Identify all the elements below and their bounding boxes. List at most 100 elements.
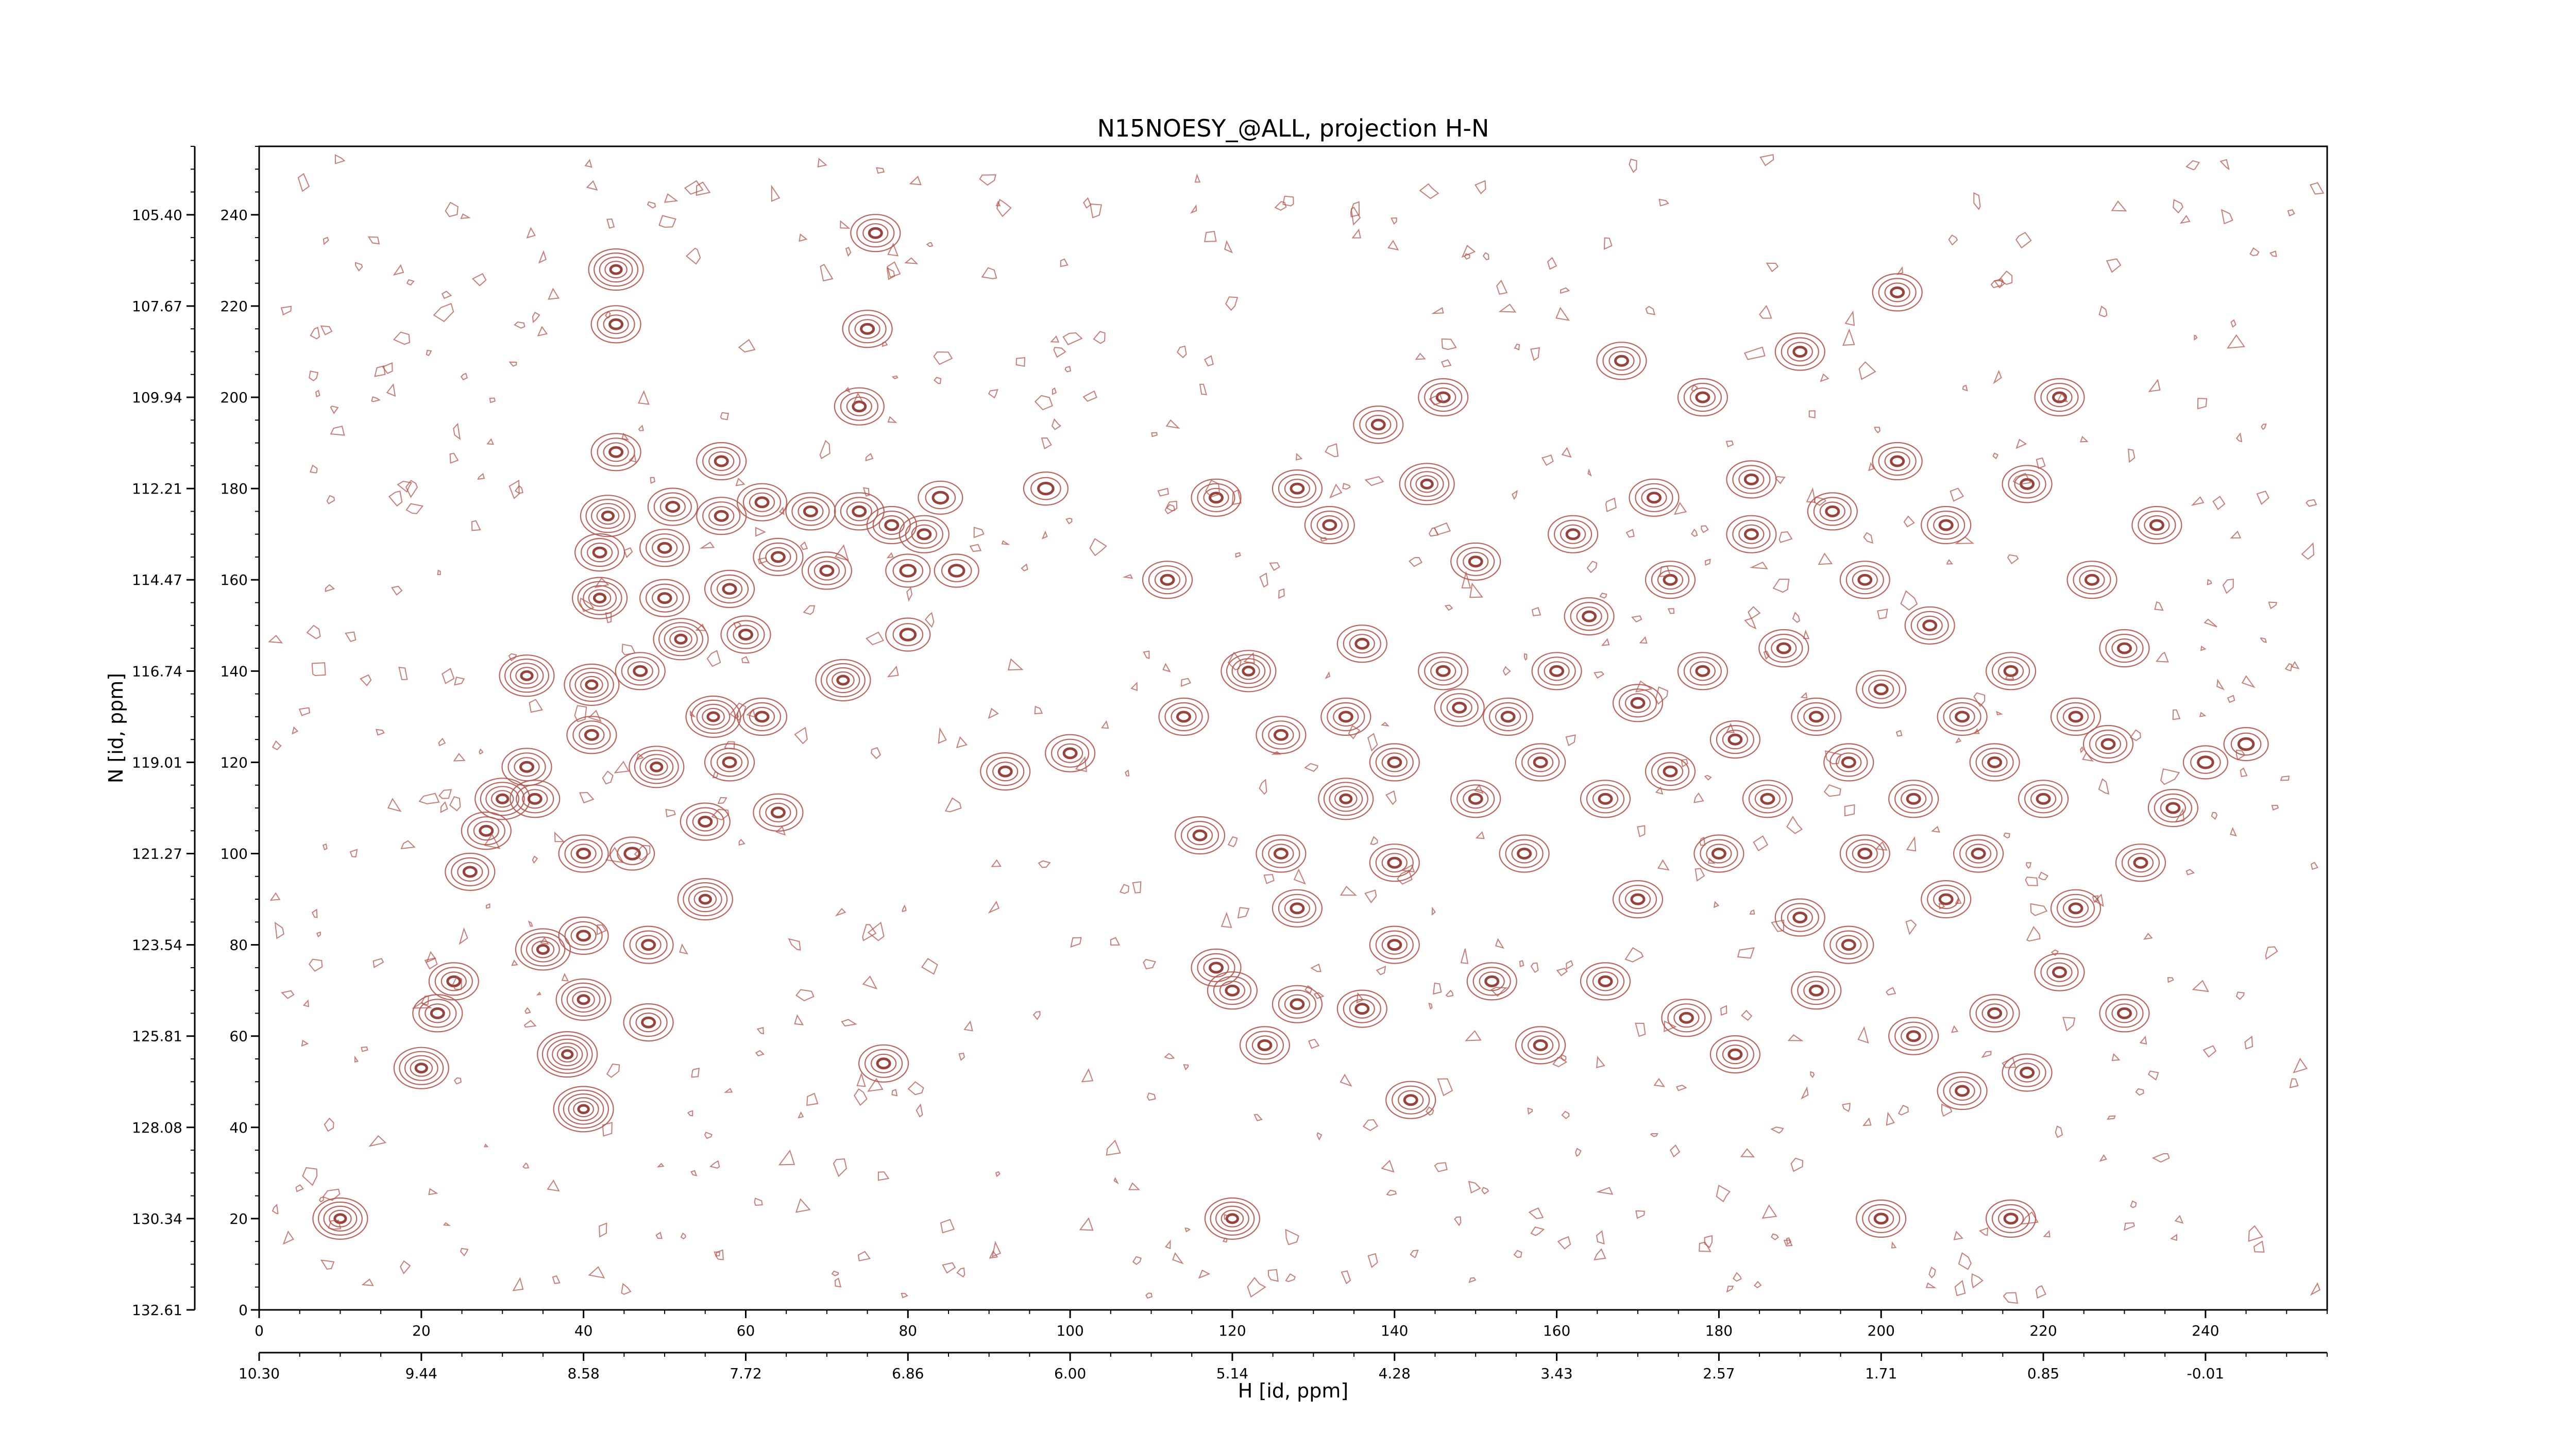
noise-contour: [511, 959, 518, 966]
noise-contour: [371, 396, 381, 402]
contour-level: [1612, 684, 1664, 722]
noise-contour: [2256, 491, 2269, 505]
noise-contour: [1720, 1005, 1727, 1016]
noise-contour: [1974, 728, 1980, 734]
y-ppm-tick-label: 130.34: [132, 1210, 182, 1227]
contour-level: [1787, 342, 1813, 362]
noise-contour: [1119, 884, 1129, 894]
noise-contour: [1790, 1157, 1804, 1172]
noise-contour: [794, 1014, 804, 1025]
noise-contour: [1194, 173, 1201, 183]
noise-contour: [388, 490, 403, 507]
contour-level: [1965, 844, 1992, 864]
contour-peak: [2115, 844, 2166, 882]
noise-contour: [281, 990, 295, 999]
contour-level: [496, 793, 510, 804]
noise-contour: [715, 1249, 724, 1260]
noise-contour: [2191, 496, 2205, 506]
noise-contour: [2310, 862, 2319, 870]
noise-contour: [876, 167, 885, 174]
contour-peak: [885, 553, 931, 588]
contour-level: [1873, 1212, 1889, 1225]
noise-contour: [1863, 532, 1873, 544]
noise-contour: [1469, 582, 1483, 598]
noise-contour: [586, 180, 598, 191]
noise-contour: [320, 1259, 335, 1270]
contour-level: [1888, 780, 1939, 818]
noise-contour: [1180, 678, 1192, 687]
noise-contour: [1325, 671, 1331, 679]
noise-contour: [459, 927, 468, 945]
noise-contour: [798, 1111, 804, 1119]
noise-contour: [2175, 808, 2184, 822]
noise-contour: [485, 903, 490, 909]
noise-contour: [397, 480, 412, 493]
contour-level: [992, 761, 1019, 782]
noise-contour: [295, 1184, 304, 1192]
contour-level: [1651, 756, 1690, 786]
noise-contour: [834, 544, 849, 561]
contour-level: [1565, 528, 1581, 541]
noise-contour: [1596, 1230, 1605, 1245]
noise-contour: [933, 351, 953, 365]
x-tick-label: 140: [1381, 1322, 1408, 1339]
noise-contour: [831, 1270, 839, 1276]
contour-level: [791, 497, 830, 526]
contour-level: [1272, 889, 1323, 928]
noise-contour: [1051, 418, 1061, 430]
contour-level: [1420, 478, 1434, 490]
contour-level: [2230, 732, 2262, 756]
contour-level: [1677, 378, 1728, 417]
contour-level: [2034, 378, 2085, 417]
contour-level: [1927, 884, 1965, 914]
contour-peak: [2066, 561, 2117, 599]
contour-peak: [537, 1031, 598, 1078]
noise-contour: [1629, 158, 1637, 173]
contour-level: [1450, 780, 1501, 818]
contour-peak: [2131, 506, 2182, 545]
contour-level: [1160, 574, 1175, 586]
contour-peak: [1418, 652, 1469, 690]
contour-level: [1257, 1039, 1273, 1051]
contour-level: [1872, 442, 1923, 481]
noise-contour: [310, 326, 320, 340]
contour-peak: [1969, 743, 2020, 782]
contour-level: [1528, 752, 1554, 772]
contour-level: [997, 765, 1013, 778]
contour-level: [846, 396, 872, 416]
noise-contour: [1380, 721, 1390, 727]
contour-level: [462, 866, 478, 878]
contour-level: [1629, 478, 1680, 517]
y-tick-label: 20: [229, 1210, 248, 1227]
contour-level: [2082, 724, 2134, 764]
contour-level: [856, 218, 895, 248]
noise-contour: [438, 737, 446, 747]
noise-contour: [704, 1132, 713, 1139]
noise-contour: [1445, 989, 1454, 997]
noise-contour: [1165, 1239, 1171, 1250]
contour-level: [1418, 652, 1469, 690]
contour-level: [884, 519, 900, 531]
noise-contour: [1713, 901, 1720, 908]
noise-contour: [1594, 671, 1605, 679]
contour-peak: [1336, 625, 1387, 663]
noise-contour: [1386, 1189, 1397, 1196]
noise-contour: [690, 1170, 698, 1176]
contour-level: [2223, 727, 2269, 762]
contour-peak: [1207, 971, 1258, 1010]
contour-peak: [1856, 670, 1907, 709]
contour-level: [840, 392, 878, 421]
contour-peak: [858, 1044, 909, 1083]
contour-level: [1381, 853, 1408, 873]
contour-level: [1533, 1039, 1548, 1051]
contour-level: [1695, 665, 1710, 677]
noise-contour: [1635, 1022, 1646, 1037]
contour-level: [1210, 1201, 1255, 1236]
contour-level: [742, 702, 782, 732]
contour-peak: [918, 480, 963, 515]
contour-level: [1754, 789, 1781, 809]
contour-level: [665, 501, 681, 513]
contour-peak: [615, 652, 666, 690]
x-ppm-tick-label: 3.43: [1540, 1365, 1572, 1382]
contour-peak: [1986, 1199, 2037, 1238]
